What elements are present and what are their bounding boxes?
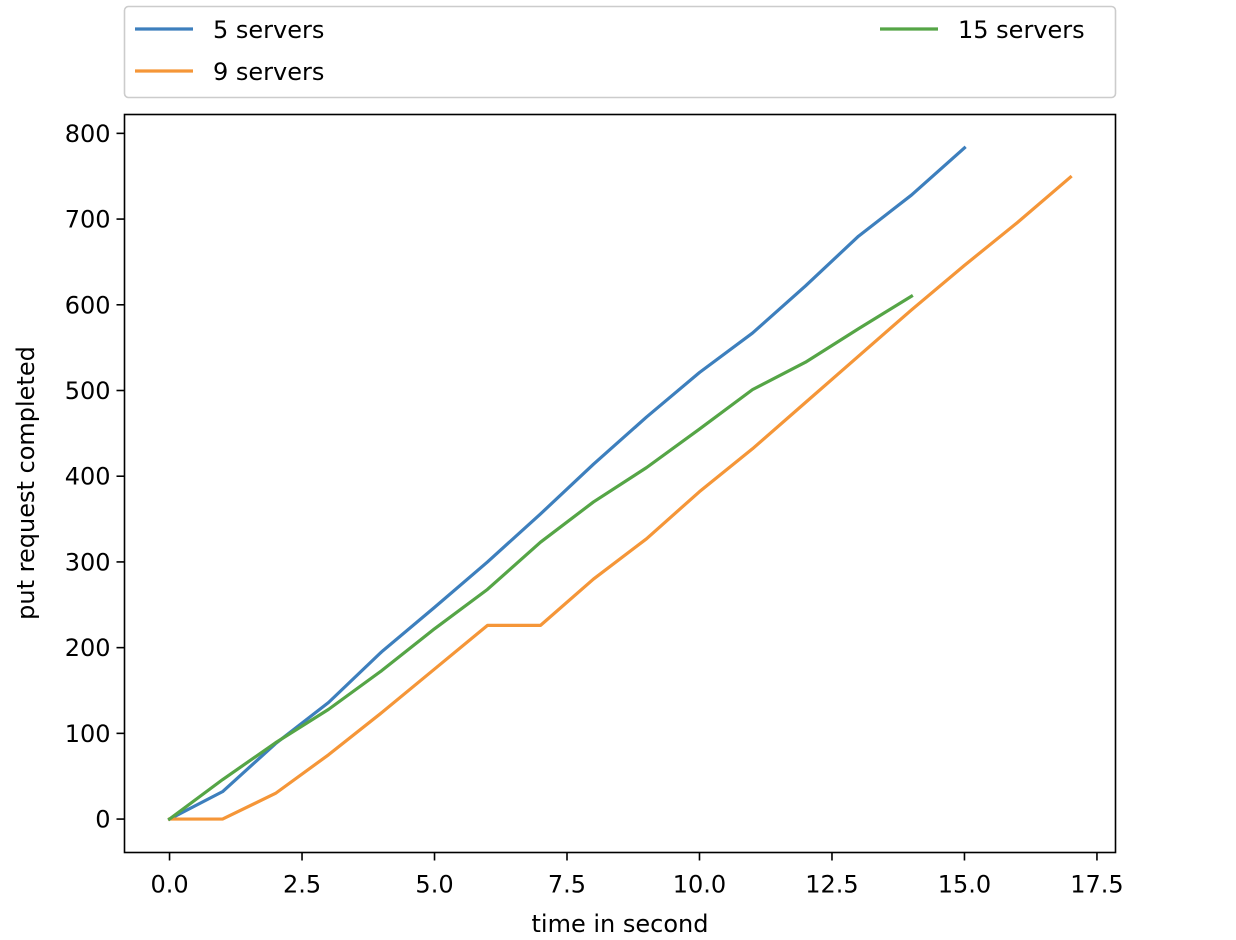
legend-label-5-servers: 5 servers: [213, 16, 324, 44]
y-tick-label: 500: [65, 377, 111, 405]
series-line-9-servers: [167, 174, 1073, 821]
y-tick-label: 700: [65, 206, 111, 234]
series-line-5-servers: [167, 145, 967, 822]
legend: 5 servers 9 servers 15 servers: [123, 5, 1117, 99]
x-tick-label: 2.5: [283, 871, 321, 899]
x-axis-label: time in second: [532, 910, 709, 938]
y-tick-label: 400: [65, 463, 111, 491]
y-tick-label: 300: [65, 548, 111, 576]
y-tick-label: 100: [65, 720, 111, 748]
plot-marks: [167, 145, 1073, 822]
y-tick-label: 600: [65, 291, 111, 319]
y-axis: 0 100 200 300 400 500 600 700 800: [65, 120, 125, 834]
y-axis-label: put request completed: [12, 346, 40, 620]
x-tick-label: 12.5: [805, 871, 858, 899]
x-tick-label: 10.0: [673, 871, 726, 899]
x-tick-label: 0.0: [150, 871, 188, 899]
legend-frame: [123, 5, 1117, 99]
legend-label-9-servers: 9 servers: [213, 58, 324, 86]
x-tick-label: 5.0: [415, 871, 453, 899]
x-tick-label: 17.5: [1070, 871, 1123, 899]
y-tick-label: 0: [95, 806, 110, 834]
series-line-15-servers: [167, 294, 914, 822]
y-tick-label: 800: [65, 120, 111, 148]
x-axis: 0.0 2.5 5.0 7.5 10.0 12.5 15.0 17.5: [150, 852, 1124, 899]
y-tick-label: 200: [65, 634, 111, 662]
plot-frame: [123, 113, 1117, 854]
x-tick-label: 7.5: [548, 871, 586, 899]
x-tick-label: 15.0: [938, 871, 991, 899]
legend-label-15-servers: 15 servers: [958, 16, 1085, 44]
legend-items: 5 servers 9 servers 15 servers: [135, 16, 1085, 86]
